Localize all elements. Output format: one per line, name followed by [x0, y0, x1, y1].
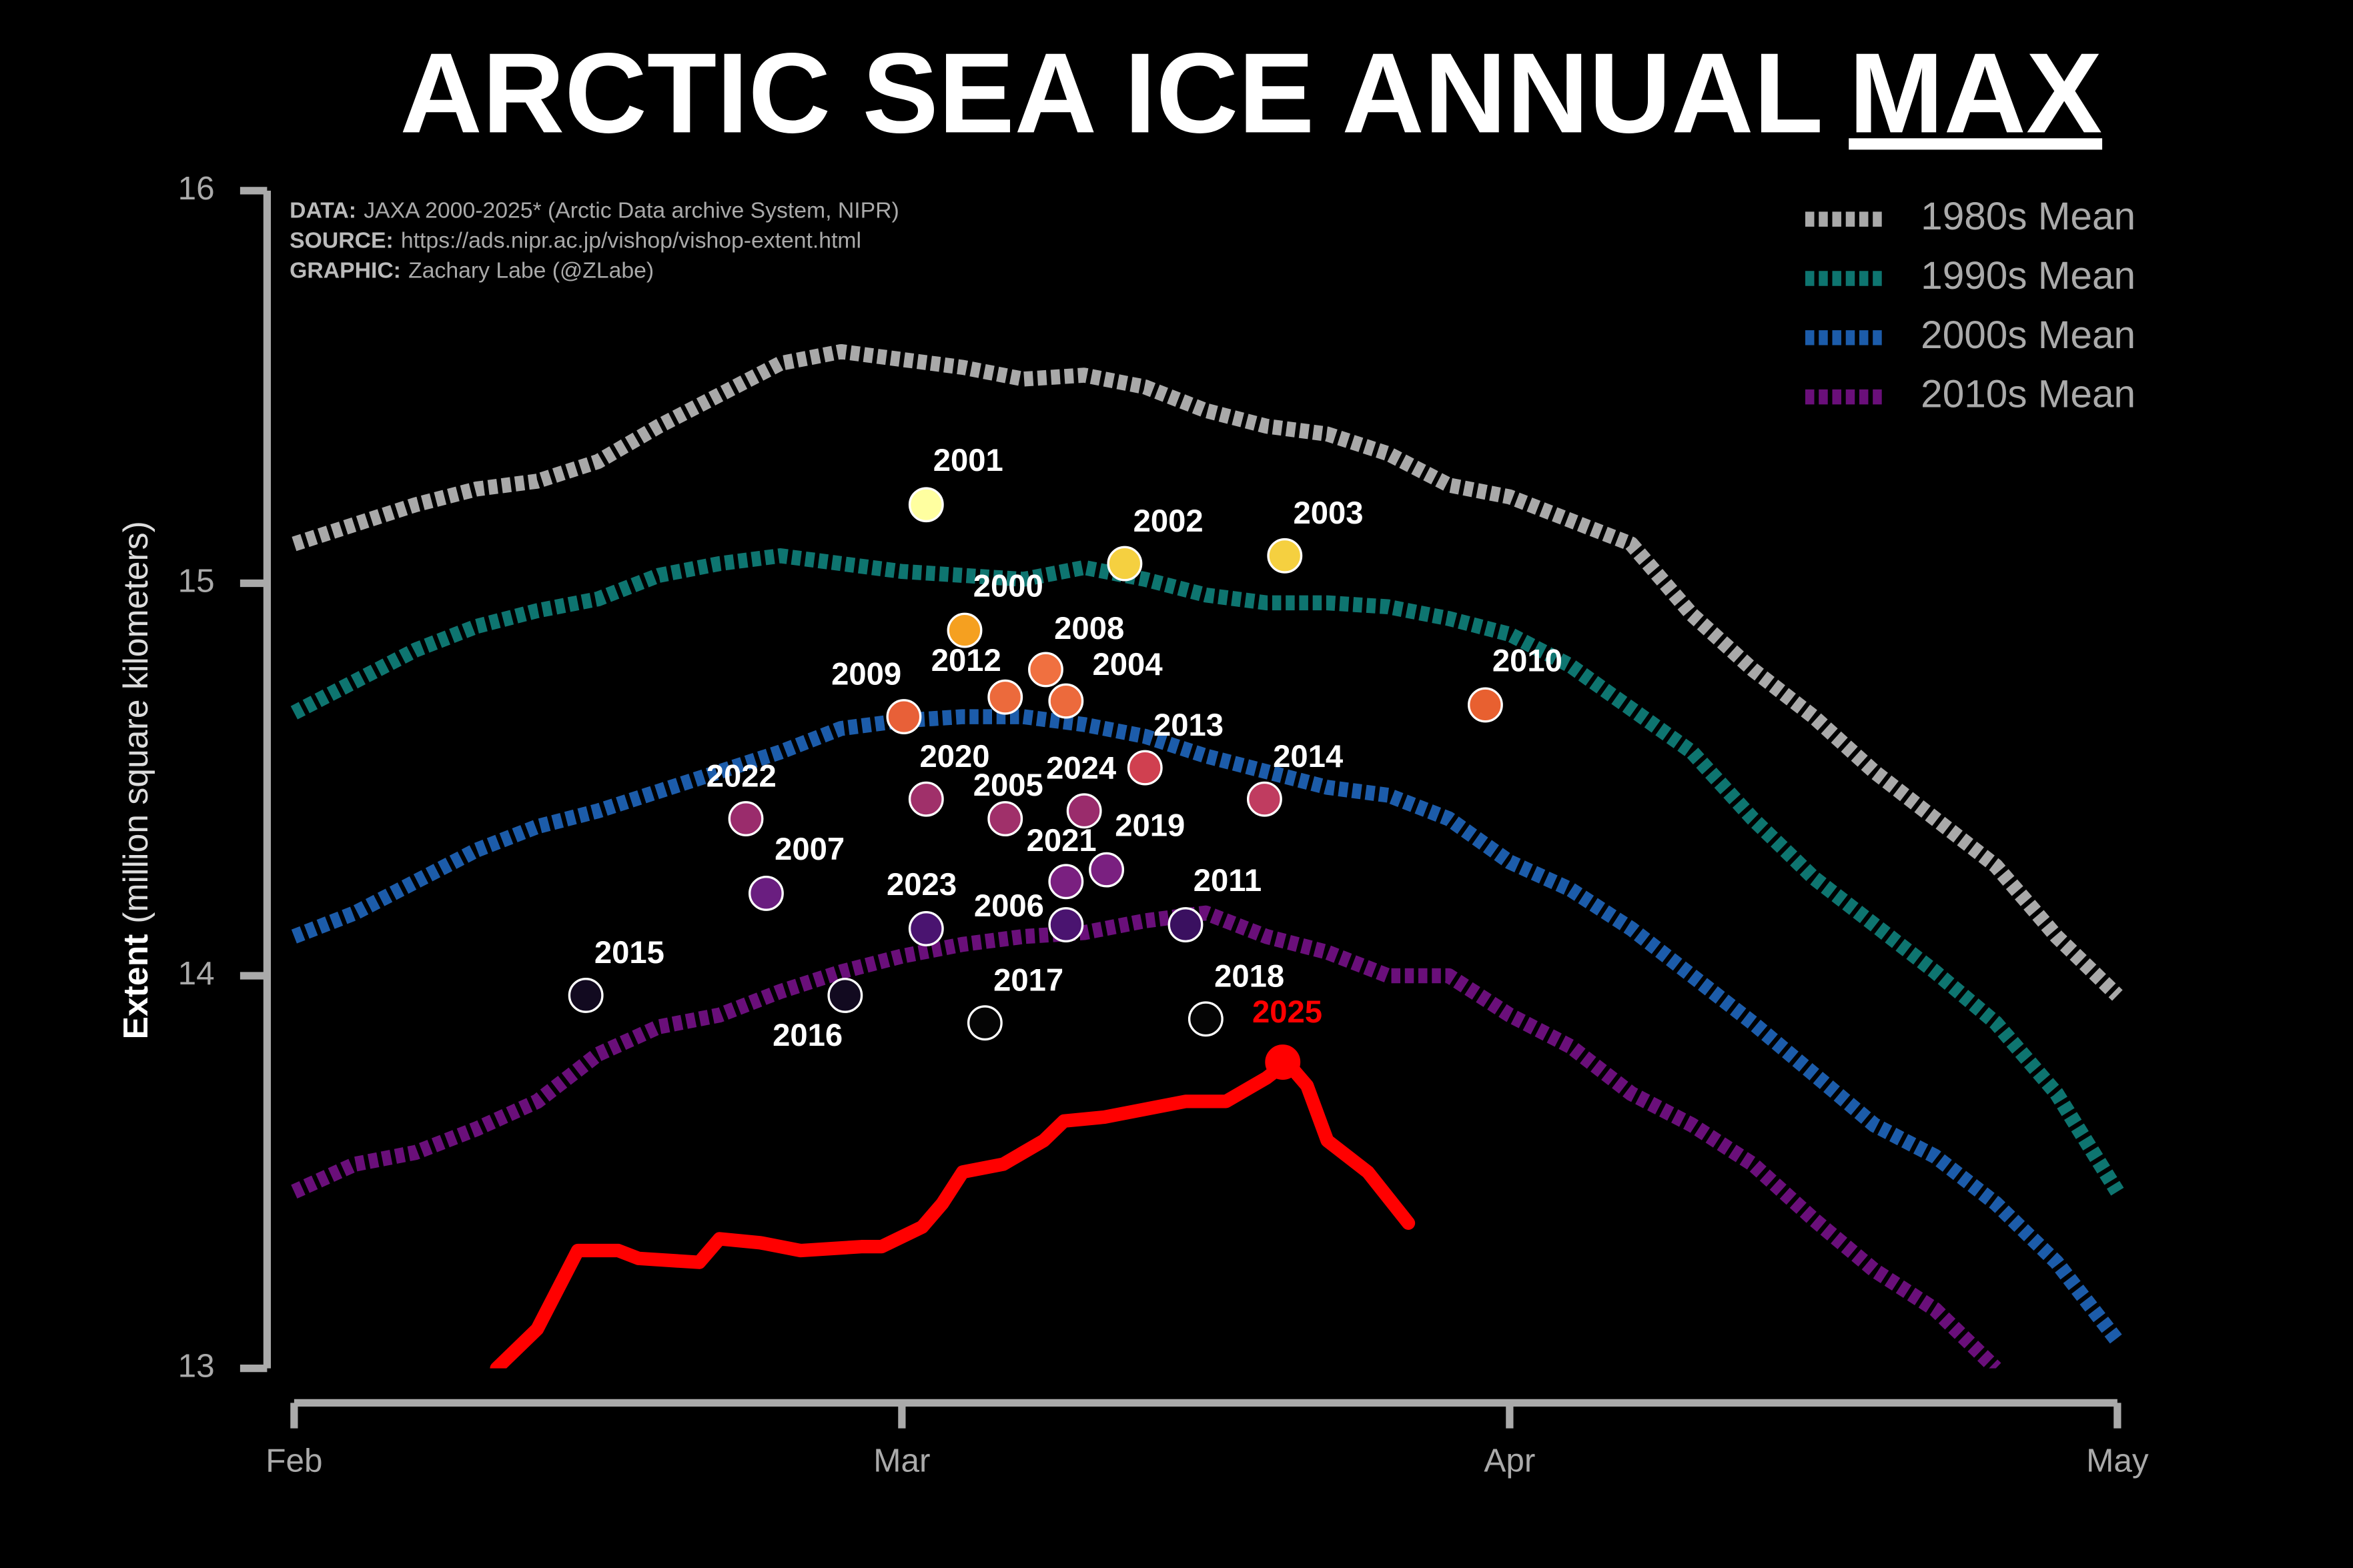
- source-line: DATA: JAXA 2000-2025* (Arctic Data archiv…: [290, 197, 899, 223]
- y-tick-label: 14: [178, 955, 215, 992]
- year-label: 2016: [773, 1018, 843, 1053]
- year-label: 2011: [1194, 863, 1262, 898]
- year-label: 2015: [594, 935, 664, 970]
- year-label: 2019: [1115, 808, 1185, 844]
- year-point: [1127, 750, 1163, 786]
- year-point: [1467, 687, 1503, 723]
- year-point: [1048, 907, 1084, 942]
- year-point: [908, 781, 944, 817]
- year-point: [728, 801, 764, 837]
- year-point: [1028, 652, 1063, 688]
- series-line: [291, 905, 2001, 1369]
- year-label: 2009: [831, 656, 901, 692]
- series-line: [291, 709, 2124, 1346]
- source-text: JAXA 2000-2025* (Arctic Data archive Sys…: [364, 197, 899, 223]
- year-point: [1089, 852, 1124, 888]
- y-tick-label: 13: [178, 1348, 215, 1385]
- series-line: [292, 343, 2123, 1001]
- year-point: [1066, 793, 1102, 829]
- year-point: [967, 1005, 1003, 1041]
- year-point: [1048, 683, 1084, 719]
- year-label: 2007: [775, 832, 845, 867]
- year-point: [827, 978, 863, 1013]
- source-label: GRAPHIC:: [290, 257, 401, 283]
- legend-label: 2000s Mean: [1921, 313, 2136, 357]
- year-label: 2013: [1153, 708, 1224, 743]
- y-tick-label: 15: [178, 563, 215, 600]
- year-label: 2014: [1273, 739, 1343, 774]
- source-text: Zachary Labe (@ZLabe): [408, 257, 654, 283]
- x-tick-label: Apr: [1484, 1442, 1535, 1479]
- x-tick-label: Feb: [266, 1442, 322, 1479]
- x-tick-label: Mar: [873, 1442, 930, 1479]
- year-label: 2004: [1093, 647, 1163, 682]
- year-point: [908, 487, 944, 523]
- year-point: [1246, 781, 1282, 817]
- series-line: [290, 548, 2124, 1196]
- year-point: [1107, 546, 1143, 582]
- year-label: 2022: [707, 758, 777, 794]
- year-label: 2025: [1252, 994, 1322, 1030]
- y-axis-label-text: (million square kilometers): [116, 521, 155, 924]
- year-point: [1048, 864, 1084, 900]
- year-point: [748, 876, 784, 911]
- y-tick-label: 16: [178, 170, 215, 207]
- year-point: [886, 699, 922, 735]
- year-label: 2024: [1046, 751, 1116, 786]
- y-axis-label-bold: Extent: [116, 934, 155, 1039]
- chart-title-emphasis: MAX: [1849, 29, 2102, 157]
- year-label: 2021: [1027, 823, 1097, 858]
- year-label: 2000: [973, 569, 1043, 604]
- year-point: [1267, 538, 1303, 574]
- year-point: [908, 910, 944, 946]
- year-label: 2005: [973, 768, 1043, 803]
- source-label: SOURCE:: [290, 227, 394, 253]
- x-tick-label: May: [2086, 1442, 2149, 1479]
- source-text: https://ads.nipr.ac.jp/vishop/vishop-ext…: [401, 227, 861, 253]
- year-point: [987, 801, 1023, 837]
- year-point: [947, 612, 983, 648]
- legend-label: 1980s Mean: [1921, 195, 2136, 238]
- legend-label: 1990s Mean: [1921, 254, 2136, 297]
- source-label: DATA:: [290, 197, 356, 223]
- year-point: [568, 978, 604, 1013]
- year-label: 2001: [933, 443, 1003, 478]
- year-label: 2010: [1492, 643, 1562, 678]
- source-line: GRAPHIC: Zachary Labe (@ZLabe): [290, 257, 654, 283]
- year-label: 2020: [920, 739, 990, 774]
- year-point: [1167, 907, 1204, 942]
- year-label: 2012: [931, 643, 1001, 678]
- year-label: 2017: [993, 962, 1063, 998]
- year-label: 2006: [974, 888, 1044, 924]
- year-point: [1265, 1044, 1301, 1080]
- year-label: 2023: [887, 867, 957, 902]
- year-point: [1188, 1001, 1224, 1037]
- year-point: [987, 679, 1023, 715]
- chart-title: ARCTIC SEA ICE ANNUAL: [400, 29, 1823, 157]
- legend-label: 2010s Mean: [1921, 373, 2136, 416]
- year-label: 2002: [1133, 504, 1204, 539]
- year-label: 2008: [1054, 611, 1124, 646]
- source-line: SOURCE: https://ads.nipr.ac.jp/vishop/vis…: [290, 227, 861, 253]
- year-label: 2003: [1293, 496, 1363, 531]
- y-axis-label: Extent (million square kilometers): [116, 521, 155, 1039]
- year-label: 2018: [1214, 959, 1284, 994]
